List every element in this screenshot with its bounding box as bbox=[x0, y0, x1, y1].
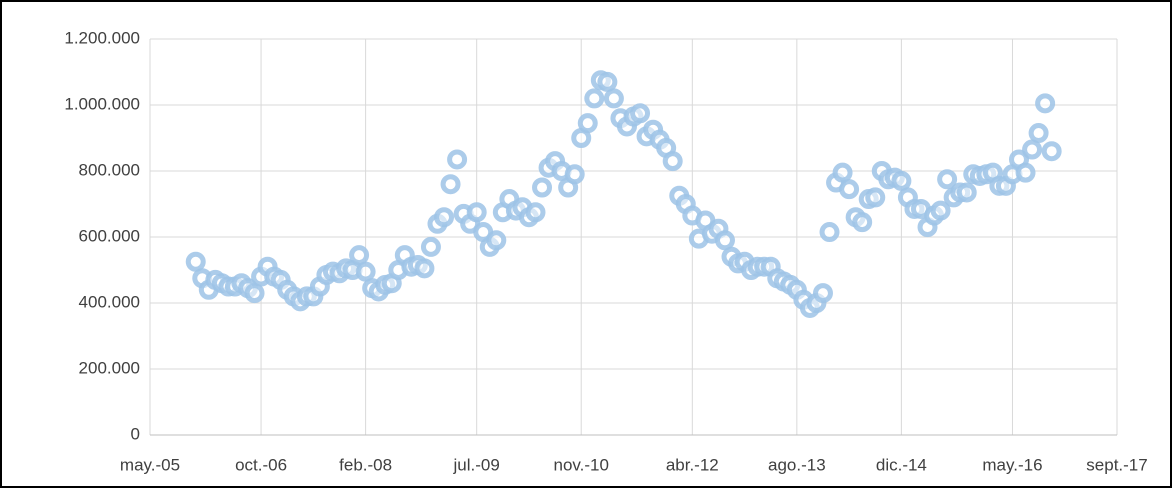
point bbox=[1041, 141, 1062, 162]
point bbox=[819, 222, 840, 243]
point bbox=[937, 169, 958, 190]
y-tick-label: 1.000.000 bbox=[64, 94, 140, 113]
point bbox=[349, 245, 370, 266]
point bbox=[532, 177, 553, 198]
point bbox=[714, 230, 735, 251]
point bbox=[244, 283, 265, 304]
point bbox=[891, 170, 912, 191]
point bbox=[1022, 139, 1043, 160]
point bbox=[597, 71, 618, 92]
point bbox=[832, 162, 853, 183]
point bbox=[812, 283, 833, 304]
point bbox=[603, 88, 624, 109]
point bbox=[839, 179, 860, 200]
y-tick-label: 1.200.000 bbox=[64, 28, 140, 47]
y-tick-label: 0 bbox=[131, 424, 140, 443]
x-tick-label: abr.-12 bbox=[666, 455, 719, 474]
point bbox=[420, 236, 441, 257]
point bbox=[440, 174, 461, 195]
point bbox=[447, 149, 468, 170]
point bbox=[564, 164, 585, 185]
point bbox=[486, 230, 507, 251]
x-tick-label: nov.-10 bbox=[554, 455, 609, 474]
x-tick-label: oct.-06 bbox=[235, 455, 287, 474]
x-tick-label: feb.-08 bbox=[339, 455, 392, 474]
y-tick-label: 600.000 bbox=[79, 226, 140, 245]
point bbox=[525, 202, 546, 223]
point bbox=[865, 187, 886, 208]
x-tick-label: sept.-17 bbox=[1086, 455, 1147, 474]
point bbox=[930, 200, 951, 221]
y-tick-label: 400.000 bbox=[79, 292, 140, 311]
x-tick-label: dic.-14 bbox=[876, 455, 927, 474]
point bbox=[630, 103, 651, 124]
x-tick-label: may.-16 bbox=[982, 455, 1042, 474]
point bbox=[355, 261, 376, 282]
x-tick-label: ago.-13 bbox=[768, 455, 826, 474]
point bbox=[414, 258, 435, 279]
y-tick-label: 800.000 bbox=[79, 160, 140, 179]
point bbox=[434, 207, 455, 228]
point bbox=[1028, 123, 1049, 144]
point bbox=[577, 113, 598, 134]
point bbox=[1035, 93, 1056, 114]
point bbox=[662, 151, 683, 172]
point bbox=[584, 88, 605, 109]
point bbox=[466, 202, 487, 223]
point bbox=[185, 251, 206, 272]
x-tick-label: may.-05 bbox=[120, 455, 180, 474]
point bbox=[1015, 162, 1036, 183]
point bbox=[956, 182, 977, 203]
y-tick-label: 200.000 bbox=[79, 358, 140, 377]
point bbox=[852, 212, 873, 233]
x-tick-label: jul.-09 bbox=[453, 455, 500, 474]
